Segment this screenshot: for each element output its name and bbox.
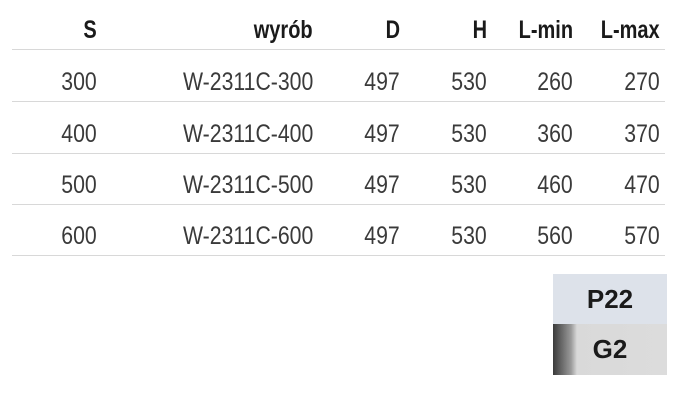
header-wyrob: wyrób [254, 16, 313, 44]
cell-s: 500 [61, 171, 97, 199]
cell-wyrob: W-2311C-300 [182, 68, 313, 96]
cell-l-min: 260 [537, 68, 573, 96]
header-d: D [385, 16, 400, 44]
header-s: S [83, 16, 97, 44]
cell-s: 400 [61, 120, 97, 148]
table-row: 600 W-2311C-600 497 530 560 570 [12, 203, 665, 256]
cell-d: 497 [364, 171, 400, 199]
table-row: 300 W-2311C-300 497 530 260 270 [12, 49, 665, 102]
cell-l-min: 560 [537, 222, 573, 250]
table-row: 500 W-2311C-500 497 530 460 470 [12, 152, 665, 205]
cell-s: 300 [61, 68, 97, 96]
cell-wyrob: W-2311C-600 [182, 222, 313, 250]
cell-s: 600 [61, 222, 97, 250]
cell-wyrob: W-2311C-400 [182, 120, 313, 148]
cell-h: 530 [451, 120, 487, 148]
cell-d: 497 [364, 222, 400, 250]
badge-g2: G2 [553, 324, 667, 375]
table-row: 400 W-2311C-400 497 530 360 370 [12, 101, 665, 154]
cell-d: 497 [364, 68, 400, 96]
cell-l-max: 270 [624, 68, 660, 96]
cell-wyrob: W-2311C-500 [182, 171, 313, 199]
cell-l-max: 370 [624, 120, 660, 148]
cell-l-min: 360 [537, 120, 573, 148]
cell-l-min: 460 [537, 171, 573, 199]
cell-h: 530 [451, 171, 487, 199]
cell-l-max: 570 [624, 222, 660, 250]
cell-h: 530 [451, 68, 487, 96]
header-l-min: L-min [518, 16, 573, 44]
header-l-max: L-max [601, 16, 660, 44]
table-header: S wyrób D H L-min L-max [12, 0, 665, 50]
cell-l-max: 470 [624, 171, 660, 199]
cell-d: 497 [364, 120, 400, 148]
cell-h: 530 [451, 222, 487, 250]
header-h: H [472, 16, 487, 44]
badge-p22: P22 [553, 274, 667, 324]
